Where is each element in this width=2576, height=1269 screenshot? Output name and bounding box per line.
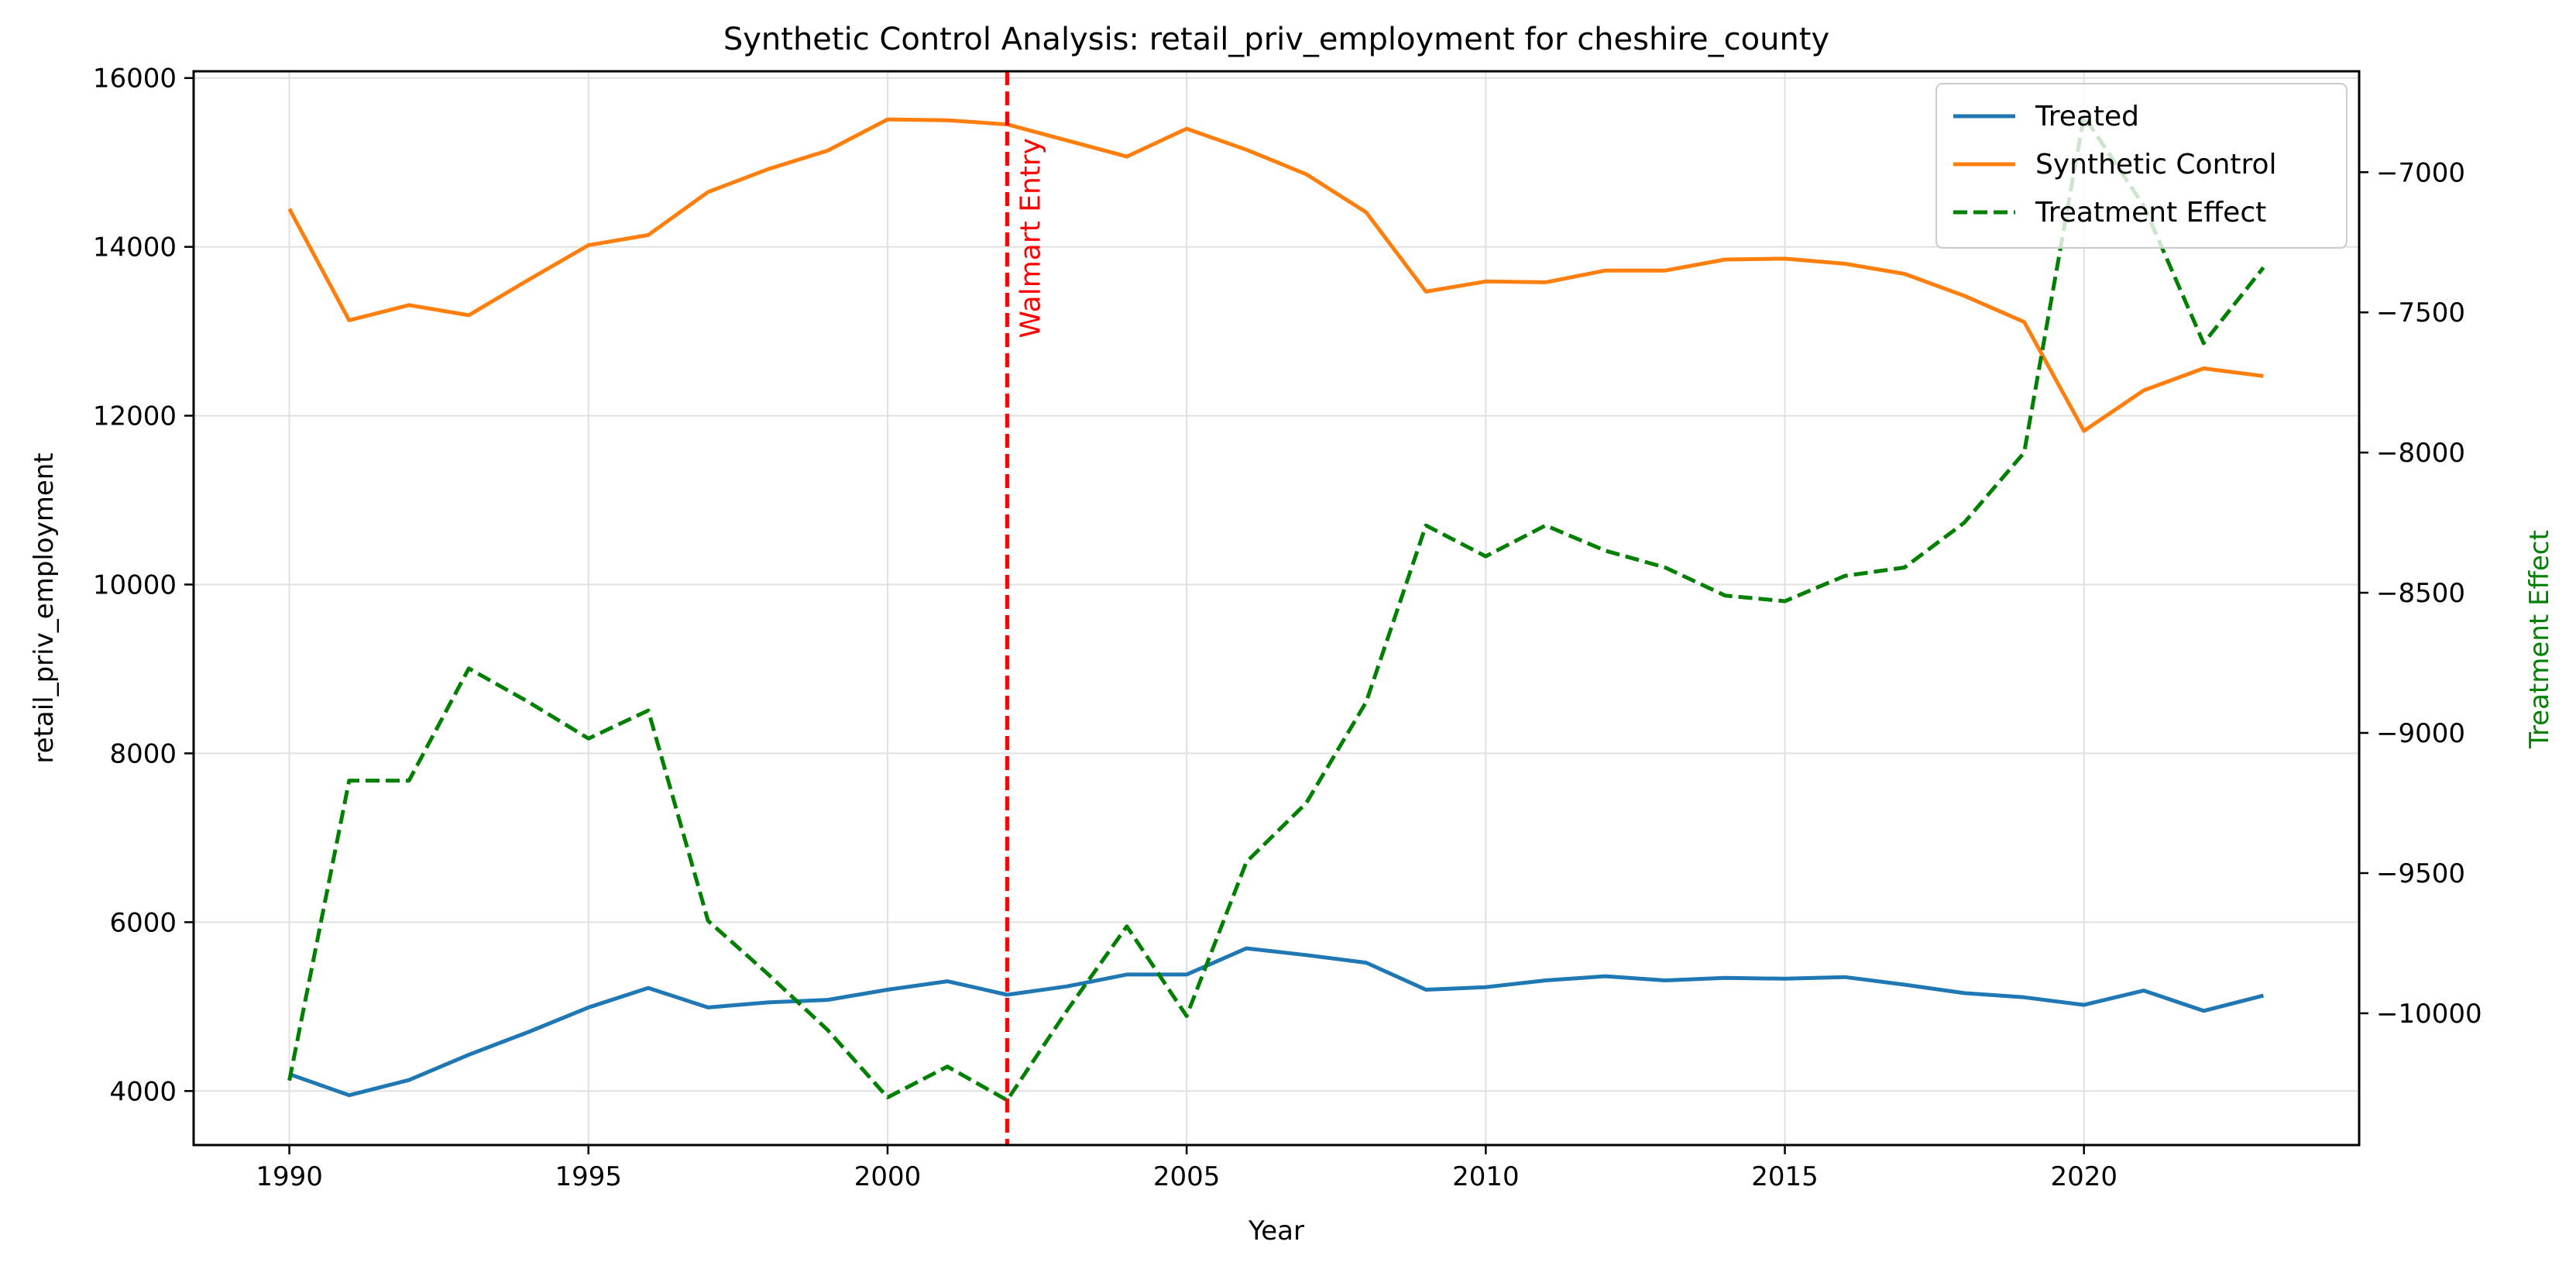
plot-area-background	[194, 71, 2359, 1145]
y-tick-label: 8000	[109, 738, 177, 769]
legend-label: Synthetic Control	[2035, 149, 2277, 181]
x-tick-label: 1995	[555, 1161, 623, 1192]
x-tick-label: 2020	[2050, 1161, 2117, 1192]
x-tick-label: 2010	[1452, 1161, 1520, 1192]
legend-label: Treated	[2035, 101, 2139, 132]
plot-frame	[192, 70, 2361, 1147]
y-axis-label: retail_priv_employment	[29, 452, 60, 763]
series-line-treatment-effect	[287, 114, 2265, 1102]
legend-box	[1935, 83, 2348, 249]
y-tick-label: 12000	[93, 401, 177, 432]
y2-tick-label: −7500	[2376, 297, 2465, 328]
y2-tick-label: −8000	[2376, 438, 2465, 469]
y2-tick-label: −9500	[2376, 858, 2465, 889]
y-tick-label: 6000	[109, 907, 177, 938]
x-axis-label: Year	[1248, 1216, 1304, 1247]
x-tick-label: 1990	[256, 1161, 323, 1192]
chart-title: Synthetic Control Analysis: retail_priv_…	[723, 22, 1829, 57]
series-line-synthetic-control	[287, 117, 2264, 433]
legend-label: Treatment Effect	[2035, 197, 2266, 229]
y2-tick-label: −10000	[2376, 999, 2482, 1030]
y2-tick-label: −7000	[2376, 157, 2465, 188]
walmart-entry-label: Walmart Entry	[1015, 138, 1046, 339]
series-line-treated	[288, 946, 2265, 1098]
y-tick-label: 4000	[109, 1076, 177, 1107]
y-tick-label: 16000	[93, 64, 177, 95]
y-tick-label: 14000	[93, 232, 177, 263]
x-tick-label: 2015	[1751, 1161, 1819, 1192]
x-tick-label: 2000	[854, 1161, 922, 1192]
y-tick-label: 10000	[93, 569, 177, 600]
x-tick-label: 2005	[1153, 1161, 1221, 1192]
y2-tick-label: −8500	[2376, 578, 2465, 609]
y2-axis-label: Treatment Effect	[2524, 530, 2555, 749]
y2-tick-label: −9000	[2376, 718, 2465, 749]
